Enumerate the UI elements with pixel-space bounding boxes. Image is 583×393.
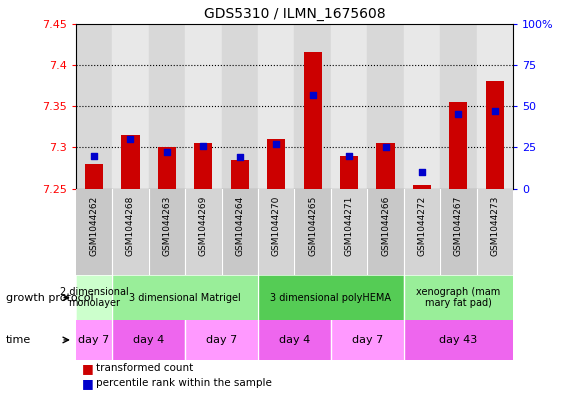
Text: GSM1044264: GSM1044264 — [236, 196, 244, 256]
Text: GSM1044272: GSM1044272 — [417, 196, 426, 256]
Bar — [476, 189, 513, 275]
Bar — [85, 164, 103, 189]
Bar — [377, 143, 395, 189]
Bar — [294, 189, 331, 275]
Bar — [403, 189, 440, 275]
Point — [89, 152, 99, 159]
Point — [235, 154, 244, 160]
Text: 3 dimensional polyHEMA: 3 dimensional polyHEMA — [271, 293, 391, 303]
Bar — [258, 275, 403, 320]
Title: GDS5310 / ILMN_1675608: GDS5310 / ILMN_1675608 — [203, 7, 385, 21]
Text: day 7: day 7 — [78, 335, 110, 345]
Bar — [367, 24, 403, 189]
Bar — [340, 156, 358, 189]
Text: 3 dimensional Matrigel: 3 dimensional Matrigel — [129, 293, 241, 303]
Bar — [331, 320, 403, 360]
FancyBboxPatch shape — [76, 189, 513, 275]
Point — [345, 152, 354, 159]
Text: GSM1044273: GSM1044273 — [490, 196, 499, 256]
Bar — [403, 24, 440, 189]
Text: ■: ■ — [82, 362, 93, 375]
Point — [126, 136, 135, 142]
Bar — [185, 320, 258, 360]
Bar — [185, 24, 222, 189]
Bar — [449, 102, 468, 189]
Bar — [149, 24, 185, 189]
Point — [381, 144, 390, 151]
Text: time: time — [6, 335, 31, 345]
Text: GSM1044271: GSM1044271 — [345, 196, 353, 256]
Bar — [112, 24, 149, 189]
Point — [162, 149, 171, 156]
Bar — [476, 24, 513, 189]
Bar — [367, 189, 403, 275]
Text: ■: ■ — [82, 376, 93, 390]
Bar — [222, 24, 258, 189]
Bar — [331, 24, 367, 189]
Bar — [76, 24, 112, 189]
Bar — [413, 185, 431, 189]
Bar — [222, 189, 258, 275]
Text: day 7: day 7 — [352, 335, 383, 345]
Text: GSM1044266: GSM1044266 — [381, 196, 390, 256]
Text: growth protocol: growth protocol — [6, 293, 93, 303]
Point — [272, 141, 281, 147]
Bar — [76, 275, 112, 320]
Bar — [231, 160, 249, 189]
Text: day 4: day 4 — [133, 335, 164, 345]
Bar — [121, 135, 139, 189]
Text: day 4: day 4 — [279, 335, 310, 345]
Point — [417, 169, 427, 175]
Text: transformed count: transformed count — [96, 363, 194, 373]
Bar — [158, 147, 176, 189]
Text: GSM1044265: GSM1044265 — [308, 196, 317, 256]
Bar — [76, 320, 112, 360]
Text: GSM1044262: GSM1044262 — [90, 196, 99, 256]
Text: percentile rank within the sample: percentile rank within the sample — [96, 378, 272, 388]
Point — [490, 108, 500, 114]
Bar — [294, 24, 331, 189]
Text: GSM1044269: GSM1044269 — [199, 196, 208, 256]
Text: GSM1044267: GSM1044267 — [454, 196, 463, 256]
Bar — [331, 189, 367, 275]
Bar — [112, 320, 185, 360]
Bar — [267, 139, 285, 189]
Text: GSM1044263: GSM1044263 — [163, 196, 171, 256]
Bar — [440, 189, 476, 275]
Bar — [486, 81, 504, 189]
Bar — [258, 320, 331, 360]
Bar — [304, 53, 322, 189]
Point — [199, 143, 208, 149]
Bar — [440, 24, 476, 189]
Text: GSM1044268: GSM1044268 — [126, 196, 135, 256]
Text: 2 dimensional
monolayer: 2 dimensional monolayer — [59, 287, 128, 309]
Bar — [403, 320, 513, 360]
Text: GSM1044270: GSM1044270 — [272, 196, 280, 256]
Bar — [185, 189, 222, 275]
Text: xenograph (mam
mary fat pad): xenograph (mam mary fat pad) — [416, 287, 501, 309]
Bar — [258, 24, 294, 189]
Point — [308, 92, 317, 98]
Bar — [403, 275, 513, 320]
Text: day 43: day 43 — [439, 335, 477, 345]
Bar — [112, 189, 149, 275]
Point — [454, 111, 463, 118]
Bar — [112, 275, 258, 320]
Bar — [258, 189, 294, 275]
Bar — [194, 143, 212, 189]
Bar — [76, 189, 112, 275]
Text: day 7: day 7 — [206, 335, 237, 345]
Bar — [149, 189, 185, 275]
